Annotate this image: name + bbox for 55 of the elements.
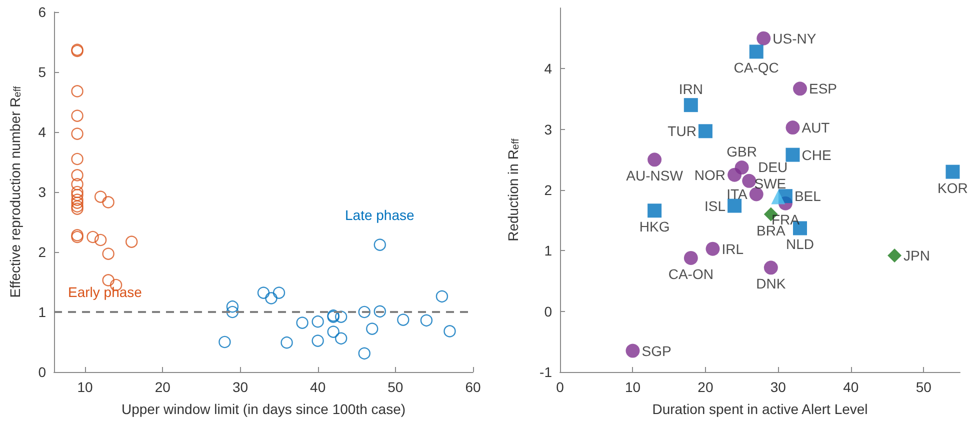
y-tick-label: 3 (544, 121, 552, 138)
x-tick-label: 40 (843, 379, 859, 395)
data-label: ESP (809, 80, 838, 97)
data-label: US-NY (772, 30, 817, 46)
data-label: SWE (754, 175, 786, 192)
y-tick-label: 0 (38, 364, 46, 380)
y-axis-title: Effective reproduction number Reff (7, 86, 24, 298)
data-label: HKG (639, 218, 670, 235)
y-tick-label: 2 (544, 182, 552, 198)
y-tick-label: 0 (544, 303, 552, 320)
data-label: NLD (786, 236, 814, 252)
x-tick-label: 60 (465, 379, 481, 395)
y-tick-label: 4 (38, 124, 46, 140)
data-label: IRN (678, 81, 703, 98)
x-tick-label: 20 (154, 379, 171, 395)
data-label: BEL (794, 188, 822, 204)
data-label: SGP (642, 342, 672, 359)
x-axis-title: Duration spent in active Alert Level (652, 401, 868, 417)
x-tick-label: 10 (77, 379, 94, 395)
data-label: NOR (694, 166, 726, 183)
y-tick-label: 2 (38, 244, 46, 260)
data-label: CA-ON (668, 266, 714, 282)
annotation: Late phase (345, 207, 414, 223)
y-tick-label: 5 (38, 64, 46, 80)
data-label: ITA (726, 186, 748, 202)
data-label: CA-QC (734, 60, 779, 76)
data-label: FRA (771, 211, 800, 228)
y-tick-label: 3 (38, 184, 46, 200)
y-tick-label: 6 (38, 4, 46, 20)
x-tick-label: 30 (770, 379, 786, 395)
x-tick-label: 40 (310, 379, 326, 395)
x-tick-label: 0 (556, 379, 564, 395)
y-tick-label: 1 (544, 242, 552, 259)
x-axis-title: Upper window limit (in days since 100th case) (121, 401, 406, 417)
data-label: AUT (802, 120, 830, 136)
data-label: KOR (938, 180, 968, 196)
x-tick-label: 30 (232, 379, 248, 395)
y-tick-label: 1 (38, 304, 46, 320)
data-label: DEU (758, 158, 788, 175)
data-label: DNK (756, 276, 786, 292)
data-label: JPN (904, 248, 930, 264)
data-label: CHE (802, 146, 832, 163)
x-tick-label: 50 (916, 379, 932, 395)
data-label: GBR (726, 144, 757, 160)
data-label: IRL (722, 240, 744, 257)
data-label: ISL (704, 198, 726, 214)
y-tick-label: -1 (540, 364, 552, 380)
data-label: TUR (668, 123, 696, 140)
data-label: AU-NSW (626, 168, 684, 184)
x-tick-label: 50 (388, 379, 404, 395)
y-tick-label: 4 (544, 60, 552, 77)
y-axis-title: Reduction in Reff (505, 138, 522, 242)
x-tick-label: 10 (624, 379, 641, 395)
x-tick-label: 20 (698, 379, 714, 395)
annotation: Early phase (68, 284, 142, 300)
